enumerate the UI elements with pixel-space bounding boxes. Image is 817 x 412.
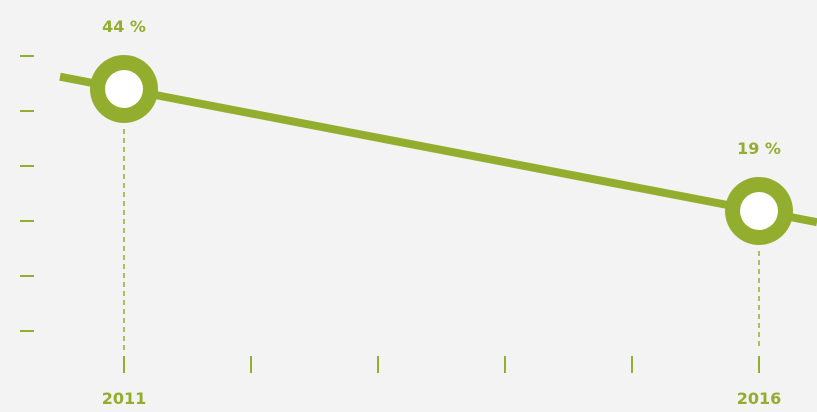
data-point-markers [90, 55, 793, 245]
data-label-2016: 19 % [737, 139, 781, 158]
data-label-2011: 44 % [102, 17, 146, 36]
marker-center-2016 [740, 192, 778, 230]
marker-center-2011 [105, 70, 143, 108]
y-axis-ticks [20, 55, 34, 332]
x-axis-labels: 2011 2016 [102, 389, 782, 408]
drop-lines [123, 129, 760, 350]
series-line [59, 72, 817, 227]
data-labels: 44 % 19 % [102, 17, 781, 158]
x-axis-ticks [123, 356, 760, 373]
x-tick-label-2011: 2011 [102, 389, 147, 408]
x-tick-label-2016: 2016 [737, 389, 782, 408]
